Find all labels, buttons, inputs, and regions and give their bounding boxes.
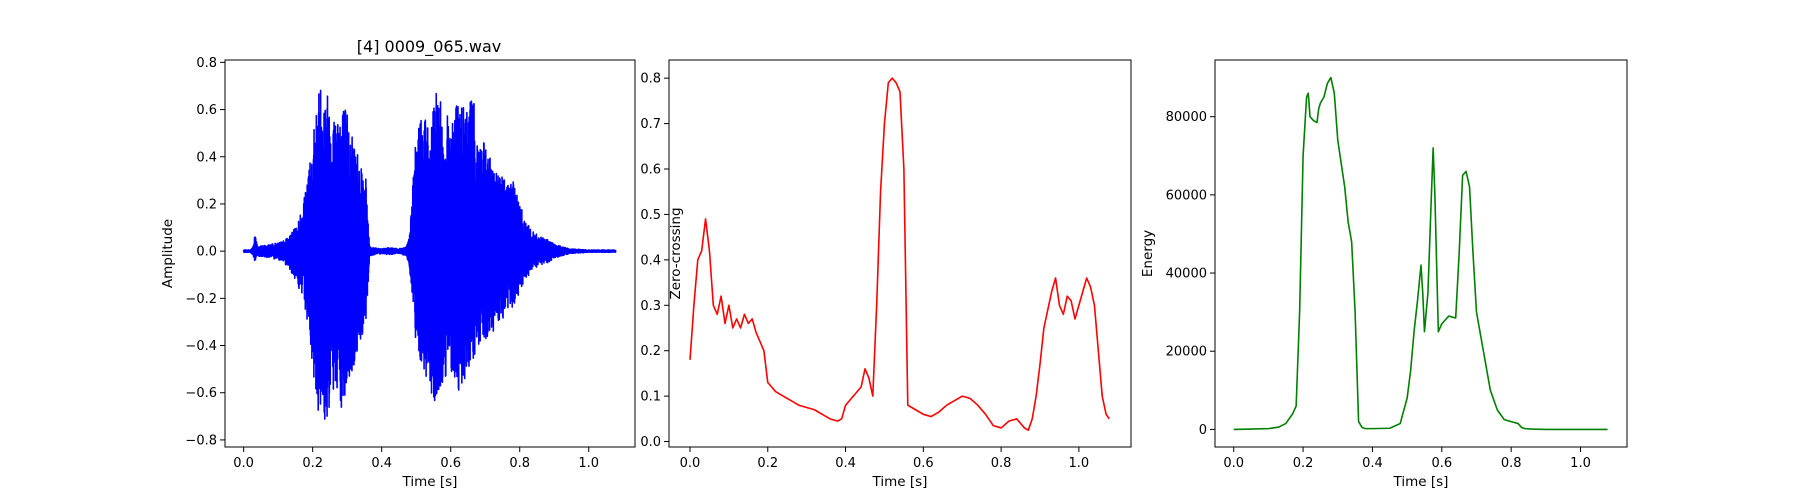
y-tick-label: −0.6 <box>185 386 217 401</box>
x-tick-label: 0.2 <box>757 456 778 471</box>
x-tick-label: 1.0 <box>578 456 599 471</box>
series-marks <box>242 89 617 420</box>
x-tick-label: 0.4 <box>371 456 392 471</box>
y-axis: −0.8 −0.6 −0.4 −0.2 0.0 0.2 0.4 0.6 0.8 <box>185 56 225 448</box>
series-line <box>689 77 1110 431</box>
x-tick-label: 1.0 <box>1570 456 1591 471</box>
y-axis: 0.0 0.1 0.2 0.3 0.4 0.5 0.6 0.7 0.8 <box>640 72 669 450</box>
plot-frame <box>1214 59 1628 448</box>
y-tick-label: 0.6 <box>640 163 661 178</box>
y-tick-label: 0.1 <box>640 390 661 405</box>
y-axis: 0 20000 40000 60000 80000 <box>1166 110 1215 438</box>
x-tick-label: 0.0 <box>233 456 254 471</box>
x-tick-label: 0.8 <box>1501 456 1522 471</box>
x-tick-label: 0.8 <box>991 456 1012 471</box>
x-axis-label: Time [s] <box>402 474 458 490</box>
y-tick-label: 0.3 <box>640 299 661 314</box>
y-tick-label: 80000 <box>1166 110 1207 125</box>
y-tick-label: 60000 <box>1166 188 1207 203</box>
plot-frame <box>224 59 636 448</box>
x-axis: 0.0 0.2 0.4 0.6 0.8 1.0 <box>680 447 1090 471</box>
series-marks <box>689 77 1110 431</box>
x-tick-label: 0.8 <box>509 456 530 471</box>
x-tick-label: 0.4 <box>835 456 856 471</box>
y-axis-label: Amplitude <box>160 219 176 288</box>
y-tick-label: 40000 <box>1166 267 1207 282</box>
y-tick-label: 20000 <box>1166 345 1207 360</box>
y-tick-label: −0.8 <box>185 433 217 448</box>
y-tick-label: −0.2 <box>185 292 217 307</box>
y-tick-label: 0.8 <box>196 56 217 71</box>
x-tick-label: 0.2 <box>1293 456 1314 471</box>
y-tick-label: 0.2 <box>196 197 217 212</box>
x-axis: 0.0 0.2 0.4 0.6 0.8 1.0 <box>233 447 599 471</box>
series-line <box>1233 76 1608 431</box>
zero-crossing-chart: 0.0 0.2 0.4 0.6 0.8 1.0 0.0 0.1 0.2 0.3 0.4 0.5 0.6… <box>640 59 1132 490</box>
x-tick-label: 0.0 <box>1223 456 1244 471</box>
x-tick-label: 0.4 <box>1362 456 1383 471</box>
x-axis: 0.0 0.2 0.4 0.6 0.8 1.0 <box>1223 447 1591 471</box>
y-axis-label: Zero-crossing <box>668 207 684 299</box>
y-axis-label: Energy <box>1140 230 1156 277</box>
series-marks <box>1233 76 1608 431</box>
y-tick-label: 0.0 <box>196 245 217 260</box>
series-line <box>242 89 617 420</box>
y-tick-label: 0 <box>1199 423 1207 438</box>
y-tick-label: 0.8 <box>640 72 661 87</box>
x-axis-label: Time [s] <box>1393 474 1449 490</box>
y-tick-label: −0.4 <box>185 339 217 354</box>
x-tick-label: 0.0 <box>680 456 701 471</box>
y-tick-label: 0.6 <box>196 103 217 118</box>
x-axis-label: Time [s] <box>872 474 928 490</box>
y-tick-label: 0.7 <box>640 117 661 132</box>
x-tick-label: 0.6 <box>1431 456 1452 471</box>
y-tick-label: 0.5 <box>640 208 661 223</box>
x-tick-label: 1.0 <box>1069 456 1090 471</box>
energy-chart: 0.0 0.2 0.4 0.6 0.8 1.0 0 20000 40000 60000 80000… <box>1140 59 1628 490</box>
plot-frame <box>668 59 1132 448</box>
x-tick-label: 0.6 <box>913 456 934 471</box>
y-tick-label: 0.4 <box>196 150 217 165</box>
y-tick-label: 0.2 <box>640 344 661 359</box>
y-tick-label: 0.0 <box>640 435 661 450</box>
y-tick-label: 0.4 <box>640 253 661 268</box>
x-tick-label: 0.6 <box>440 456 461 471</box>
x-tick-label: 0.2 <box>302 456 323 471</box>
chart-title: [4] 0009_065.wav <box>357 37 501 57</box>
amplitude-chart: [4] 0009_065.wav 0.0 0.2 0.4 0.6 0.8 1.0 −0.8… <box>160 37 636 490</box>
